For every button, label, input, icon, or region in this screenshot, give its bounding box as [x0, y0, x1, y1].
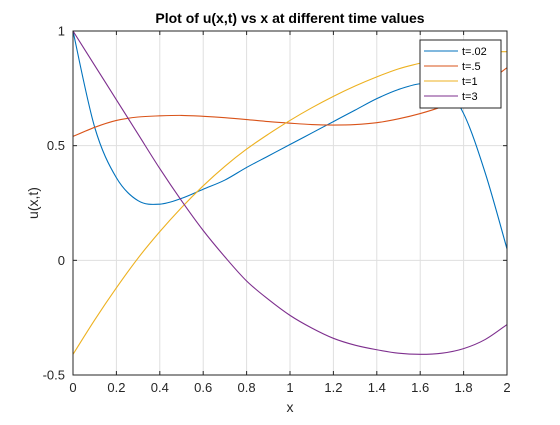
x-axis-title: x	[287, 399, 294, 415]
legend-label: t=.5	[462, 61, 481, 73]
legend: t=.02 t=.5 t=1 t=3	[419, 39, 502, 109]
x-tick-label: 2	[503, 380, 510, 395]
x-tick-label: 1.6	[411, 380, 429, 395]
x-tick-label: 1.8	[455, 380, 473, 395]
series-line-4	[72, 30, 508, 355]
legend-label: t=.02	[462, 46, 487, 58]
x-tick-label: 1	[286, 380, 293, 395]
legend-label: t=1	[462, 76, 478, 88]
ticks: 0 0.2 0.4 0.6 0.8 1 1.2 1.4 1.6 1.8 2 -0.5 0 0.5 1	[43, 24, 511, 396]
x-tick-label: 0.4	[151, 380, 169, 395]
x-tick-label: 0.8	[238, 380, 256, 395]
y-tick-label: -0.5	[43, 368, 65, 383]
y-tick-label: 1	[58, 24, 65, 39]
series-line-2	[72, 67, 508, 137]
x-tick-label: 1.2	[324, 380, 342, 395]
chart-title: Plot of u(x,t) vs x at different time va…	[155, 10, 424, 26]
x-tick-label: 0.6	[194, 380, 212, 395]
x-tick-label: 0.2	[107, 380, 125, 395]
x-tick-label: 1.4	[368, 380, 386, 395]
y-axis-title: u(x,t)	[25, 187, 41, 219]
y-tick-label: 0	[58, 253, 65, 268]
x-tick-label: 0	[69, 380, 76, 395]
legend-label: t=3	[462, 91, 478, 103]
y-tick-label: 0.5	[47, 138, 65, 153]
legend-box	[419, 39, 502, 109]
